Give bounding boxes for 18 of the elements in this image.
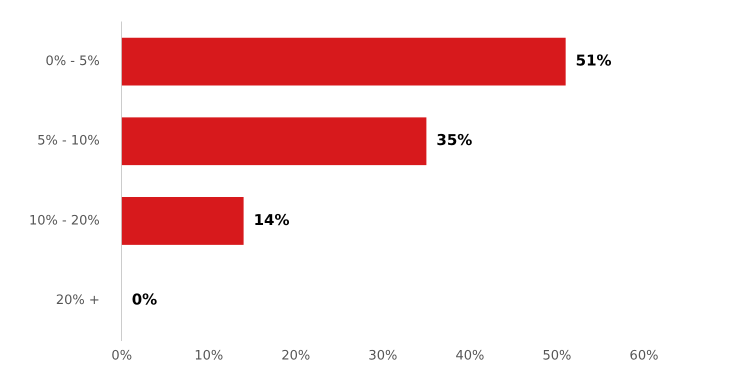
x-tick-label: 20%: [281, 348, 310, 364]
data-label: 35%: [436, 131, 472, 150]
x-tick-label: 50%: [542, 348, 572, 364]
data-label: 51%: [576, 52, 612, 70]
x-tick-label: 0%: [111, 348, 132, 364]
y-tick-label: 20% +: [56, 292, 100, 308]
bar: [122, 197, 244, 245]
x-tick-label: 10%: [194, 348, 224, 364]
bar: [122, 38, 566, 86]
y-tick-label: 0% - 5%: [46, 54, 100, 69]
data-label: 0%: [132, 290, 158, 308]
x-tick-label: 60%: [630, 348, 658, 364]
x-tick-label: 30%: [368, 348, 398, 364]
y-tick-label: 5% - 10%: [37, 134, 100, 149]
data-label: 14%: [254, 210, 290, 229]
y-tick-label: 10% - 20%: [28, 213, 100, 228]
x-tick-label: 40%: [455, 348, 484, 364]
bar: [122, 117, 426, 166]
